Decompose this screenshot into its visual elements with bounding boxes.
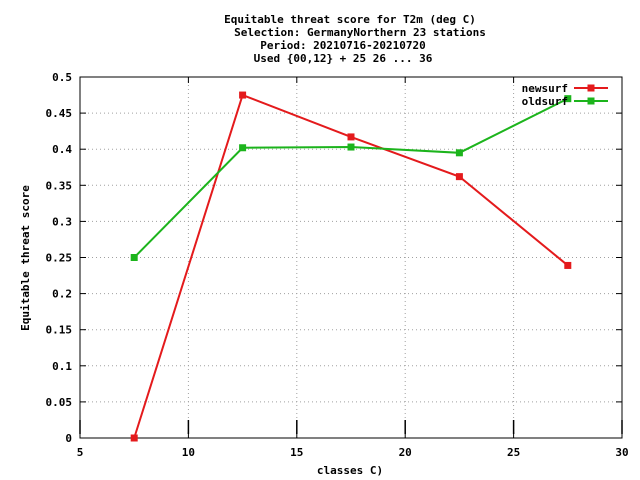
data-point-newsurf xyxy=(455,173,463,181)
data-point-newsurf xyxy=(347,133,355,141)
y-tick-label: 0.45 xyxy=(46,107,73,120)
y-tick-label: 0.2 xyxy=(52,288,72,301)
data-point-oldsurf xyxy=(455,149,463,157)
data-point-newsurf xyxy=(564,261,572,269)
x-tick-label: 25 xyxy=(507,446,520,459)
y-tick-label: 0 xyxy=(65,432,72,445)
data-point-oldsurf xyxy=(564,95,572,103)
title-line-4: Used {00,12} + 25 26 ... 36 xyxy=(254,52,433,65)
y-tick-label: 0.15 xyxy=(46,324,73,337)
x-tick-label: 5 xyxy=(77,446,84,459)
y-tick-label: 0.05 xyxy=(46,396,73,409)
title-line-3: Period: 20210716-20210720 xyxy=(260,39,426,52)
legend-label-newsurf: newsurf xyxy=(522,82,568,95)
legend-marker-oldsurf xyxy=(587,97,595,105)
chart-title: Equitable threat score for T2m (deg C) S… xyxy=(224,13,486,65)
data-point-oldsurf xyxy=(347,143,355,151)
y-tick-label: 0.35 xyxy=(46,179,73,192)
y-tick-label: 0.3 xyxy=(52,215,72,228)
series xyxy=(130,91,572,442)
data-point-oldsurf xyxy=(239,144,247,152)
x-tick-label: 15 xyxy=(290,446,303,459)
axes: 0 0.05 0.1 0.15 0.2 0.25 0.3 0.35 0.4 0.45 0.5 5 10 1… xyxy=(46,71,629,459)
data-point-newsurf xyxy=(239,91,247,99)
legend-label-oldsurf: oldsurf xyxy=(522,95,568,108)
x-tick-label: 10 xyxy=(182,446,195,459)
x-tick-label: 30 xyxy=(615,446,628,459)
title-line-1: Equitable threat score for T2m (deg C) xyxy=(224,13,476,26)
grid xyxy=(80,77,622,438)
x-axis-label: classes C) xyxy=(317,464,383,477)
y-tick-label: 0.5 xyxy=(52,71,72,84)
data-point-newsurf xyxy=(130,434,138,442)
data-point-oldsurf xyxy=(130,254,138,261)
x-tick-label: 20 xyxy=(399,446,412,459)
legend-marker-newsurf xyxy=(587,84,595,92)
y-tick-label: 0.1 xyxy=(52,360,72,373)
y-tick-label: 0.25 xyxy=(46,252,73,265)
title-line-2: Selection: GermanyNorthern 23 stations xyxy=(234,26,486,39)
y-tick-label: 0.4 xyxy=(52,143,72,156)
y-axis-label: Equitable threat score xyxy=(19,185,32,331)
